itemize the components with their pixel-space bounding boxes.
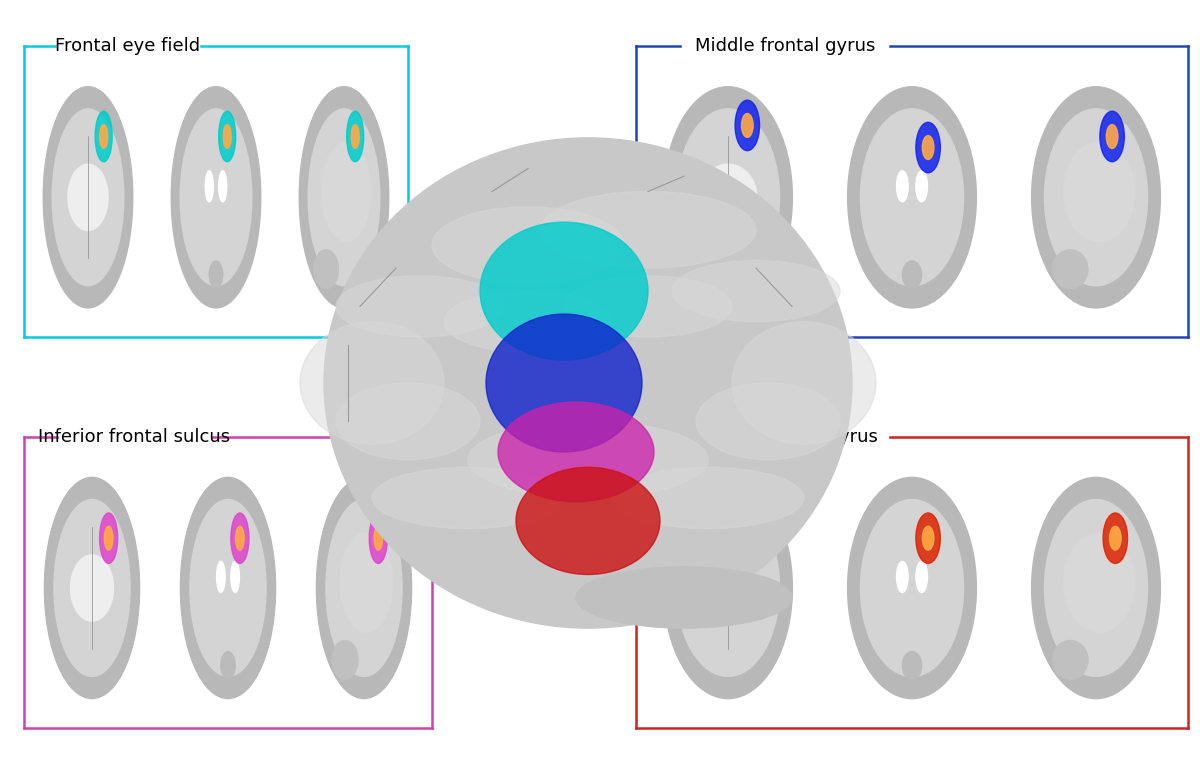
Ellipse shape: [664, 477, 792, 699]
Ellipse shape: [230, 513, 248, 564]
Ellipse shape: [847, 87, 977, 308]
Ellipse shape: [341, 532, 392, 632]
Ellipse shape: [480, 222, 648, 360]
Ellipse shape: [902, 652, 922, 679]
Ellipse shape: [52, 109, 124, 286]
Ellipse shape: [300, 322, 444, 444]
Ellipse shape: [95, 111, 112, 162]
Ellipse shape: [336, 383, 480, 460]
Ellipse shape: [1100, 111, 1124, 162]
Ellipse shape: [44, 477, 139, 699]
Ellipse shape: [540, 192, 756, 268]
Ellipse shape: [732, 322, 876, 444]
Ellipse shape: [700, 555, 757, 621]
Ellipse shape: [100, 513, 118, 564]
Ellipse shape: [205, 171, 214, 201]
Ellipse shape: [732, 502, 756, 552]
Ellipse shape: [209, 261, 223, 289]
Ellipse shape: [43, 87, 133, 308]
Ellipse shape: [313, 250, 338, 289]
Ellipse shape: [468, 421, 708, 498]
Ellipse shape: [916, 513, 941, 564]
Ellipse shape: [336, 276, 504, 337]
Ellipse shape: [374, 526, 383, 550]
Ellipse shape: [672, 260, 840, 322]
Ellipse shape: [308, 109, 380, 286]
Ellipse shape: [498, 402, 654, 502]
Ellipse shape: [317, 477, 412, 699]
Ellipse shape: [677, 109, 780, 286]
Ellipse shape: [738, 516, 750, 539]
Ellipse shape: [696, 383, 840, 460]
Ellipse shape: [326, 499, 402, 676]
Ellipse shape: [352, 125, 359, 149]
Ellipse shape: [54, 499, 130, 676]
Ellipse shape: [372, 467, 564, 529]
Ellipse shape: [677, 499, 780, 676]
Ellipse shape: [902, 261, 922, 289]
Ellipse shape: [172, 87, 260, 308]
Ellipse shape: [299, 87, 389, 308]
Ellipse shape: [896, 171, 908, 201]
Ellipse shape: [230, 561, 240, 592]
Ellipse shape: [1052, 640, 1088, 679]
Ellipse shape: [68, 164, 108, 231]
Ellipse shape: [576, 567, 792, 628]
Ellipse shape: [218, 171, 227, 201]
Text: Frontal eye field: Frontal eye field: [55, 37, 200, 55]
Text: Middle frontal gyrus: Middle frontal gyrus: [695, 37, 875, 55]
Ellipse shape: [742, 113, 754, 137]
Ellipse shape: [847, 477, 977, 699]
Ellipse shape: [1064, 532, 1135, 632]
Ellipse shape: [1064, 142, 1135, 241]
Ellipse shape: [1044, 109, 1147, 286]
Ellipse shape: [1044, 499, 1147, 676]
Ellipse shape: [923, 136, 934, 159]
Ellipse shape: [664, 87, 792, 308]
Ellipse shape: [860, 499, 964, 676]
Ellipse shape: [223, 125, 232, 149]
Ellipse shape: [180, 109, 252, 286]
Ellipse shape: [1052, 250, 1088, 289]
Ellipse shape: [516, 467, 660, 574]
Ellipse shape: [432, 207, 624, 283]
Ellipse shape: [564, 276, 732, 337]
Ellipse shape: [322, 142, 371, 241]
Ellipse shape: [370, 513, 388, 564]
Ellipse shape: [736, 100, 760, 151]
Ellipse shape: [216, 561, 226, 592]
Ellipse shape: [860, 109, 964, 286]
Ellipse shape: [1032, 477, 1160, 699]
Text: Inferior frontal gyrus: Inferior frontal gyrus: [692, 427, 878, 446]
Ellipse shape: [916, 171, 928, 201]
Ellipse shape: [71, 555, 114, 621]
Ellipse shape: [916, 561, 928, 592]
Ellipse shape: [104, 526, 113, 550]
Ellipse shape: [324, 138, 852, 628]
Ellipse shape: [221, 652, 235, 679]
Ellipse shape: [190, 499, 266, 676]
Ellipse shape: [100, 125, 108, 149]
Ellipse shape: [180, 477, 276, 699]
Ellipse shape: [896, 561, 908, 592]
Ellipse shape: [486, 314, 642, 452]
Ellipse shape: [1110, 526, 1121, 550]
Text: Inferior frontal sulcus: Inferior frontal sulcus: [38, 427, 230, 446]
Ellipse shape: [1103, 513, 1128, 564]
Ellipse shape: [916, 123, 941, 173]
Ellipse shape: [1032, 87, 1160, 308]
Ellipse shape: [923, 526, 934, 550]
Ellipse shape: [1106, 125, 1118, 149]
Ellipse shape: [347, 111, 364, 162]
Ellipse shape: [235, 526, 244, 550]
Ellipse shape: [612, 467, 804, 529]
Ellipse shape: [700, 164, 757, 231]
Ellipse shape: [444, 291, 612, 352]
Ellipse shape: [218, 111, 235, 162]
Ellipse shape: [332, 640, 358, 679]
